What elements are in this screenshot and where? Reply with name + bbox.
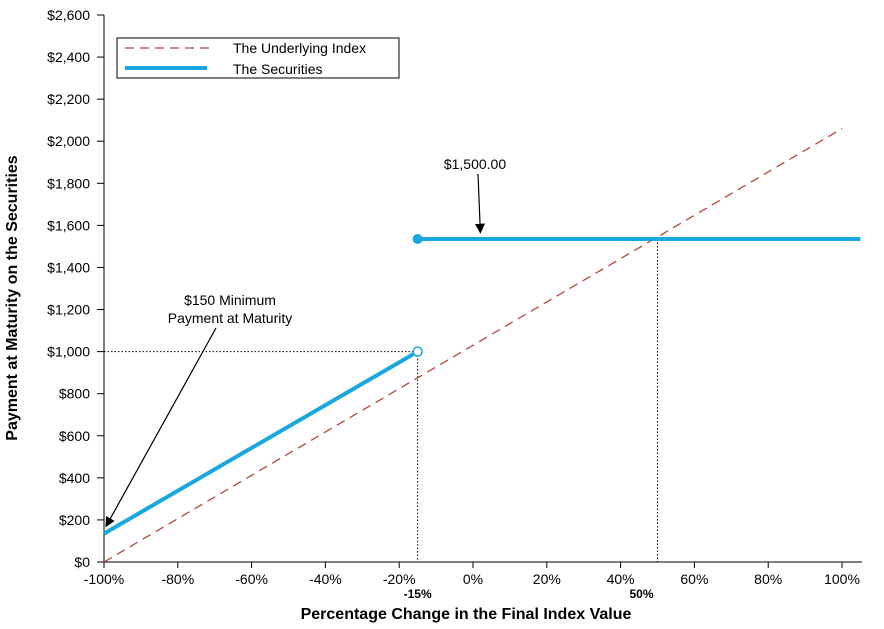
x-tick-label: 40% bbox=[607, 571, 635, 587]
underlying-index-line bbox=[103, 128, 843, 563]
x-tick-label: -100% bbox=[84, 571, 124, 587]
y-tick-label: $2,200 bbox=[47, 91, 90, 107]
y-tick-label: $2,000 bbox=[47, 133, 90, 149]
annotation-1500-label: $1,500.00 bbox=[444, 156, 506, 172]
reference-label: -15% bbox=[404, 587, 432, 601]
x-tick-label: -20% bbox=[383, 571, 416, 587]
legend-box bbox=[116, 37, 400, 79]
x-tick-label: -60% bbox=[235, 571, 268, 587]
x-tick-label: 100% bbox=[824, 571, 860, 587]
x-axis-title: Percentage Change in the Final Index Val… bbox=[301, 606, 632, 623]
legend: The Underlying Index The Securities bbox=[116, 37, 400, 79]
x-tick-label: 0% bbox=[463, 571, 483, 587]
annotation-minimum-label-line1: $150 Minimum bbox=[184, 292, 276, 308]
x-tick-label: -40% bbox=[309, 571, 342, 587]
legend-label-securities: The Securities bbox=[233, 61, 322, 77]
securities-segment bbox=[102, 349, 419, 536]
y-tick-label: $1,600 bbox=[47, 217, 90, 233]
reference-lines: -15% 50% bbox=[104, 239, 658, 601]
y-axis-title: Payment at Maturity on the Securities bbox=[4, 155, 21, 441]
annotation-minimum-label-line2: Payment at Maturity bbox=[168, 310, 293, 326]
annotations: $1,500.00 $150 Minimum Payment at Maturity bbox=[105, 156, 506, 528]
y-tick-label: $600 bbox=[59, 428, 90, 444]
y-tick-label: $1,400 bbox=[47, 259, 90, 275]
securities-filled-point bbox=[412, 234, 423, 245]
y-tick-label: $0 bbox=[74, 554, 90, 570]
x-tick-label: 80% bbox=[754, 571, 782, 587]
x-tick-label: 60% bbox=[680, 571, 708, 587]
y-tick-label: $2,400 bbox=[47, 49, 90, 65]
annotation-1500-arrow bbox=[475, 173, 486, 234]
annotation-minimum-arrow bbox=[105, 327, 217, 528]
legend-label-underlying-index: The Underlying Index bbox=[233, 40, 366, 56]
y-tick-label: $1,000 bbox=[47, 344, 90, 360]
axes: $0 $200 $400 $600 $800 $1,000 $1,200 $1,400 $1,6… bbox=[47, 7, 862, 587]
x-tick-label: -80% bbox=[161, 571, 194, 587]
y-tick-label: $200 bbox=[59, 512, 90, 528]
reference-label: 50% bbox=[629, 587, 653, 601]
securities-open-point bbox=[412, 346, 423, 357]
y-tick-label: $400 bbox=[59, 470, 90, 486]
x-tick-label: 20% bbox=[533, 571, 561, 587]
series bbox=[102, 128, 861, 563]
y-tick-label: $1,800 bbox=[47, 175, 90, 191]
y-tick-label: $800 bbox=[59, 386, 90, 402]
y-tick-label: $1,200 bbox=[47, 302, 90, 318]
y-tick-label: $2,600 bbox=[47, 7, 90, 23]
